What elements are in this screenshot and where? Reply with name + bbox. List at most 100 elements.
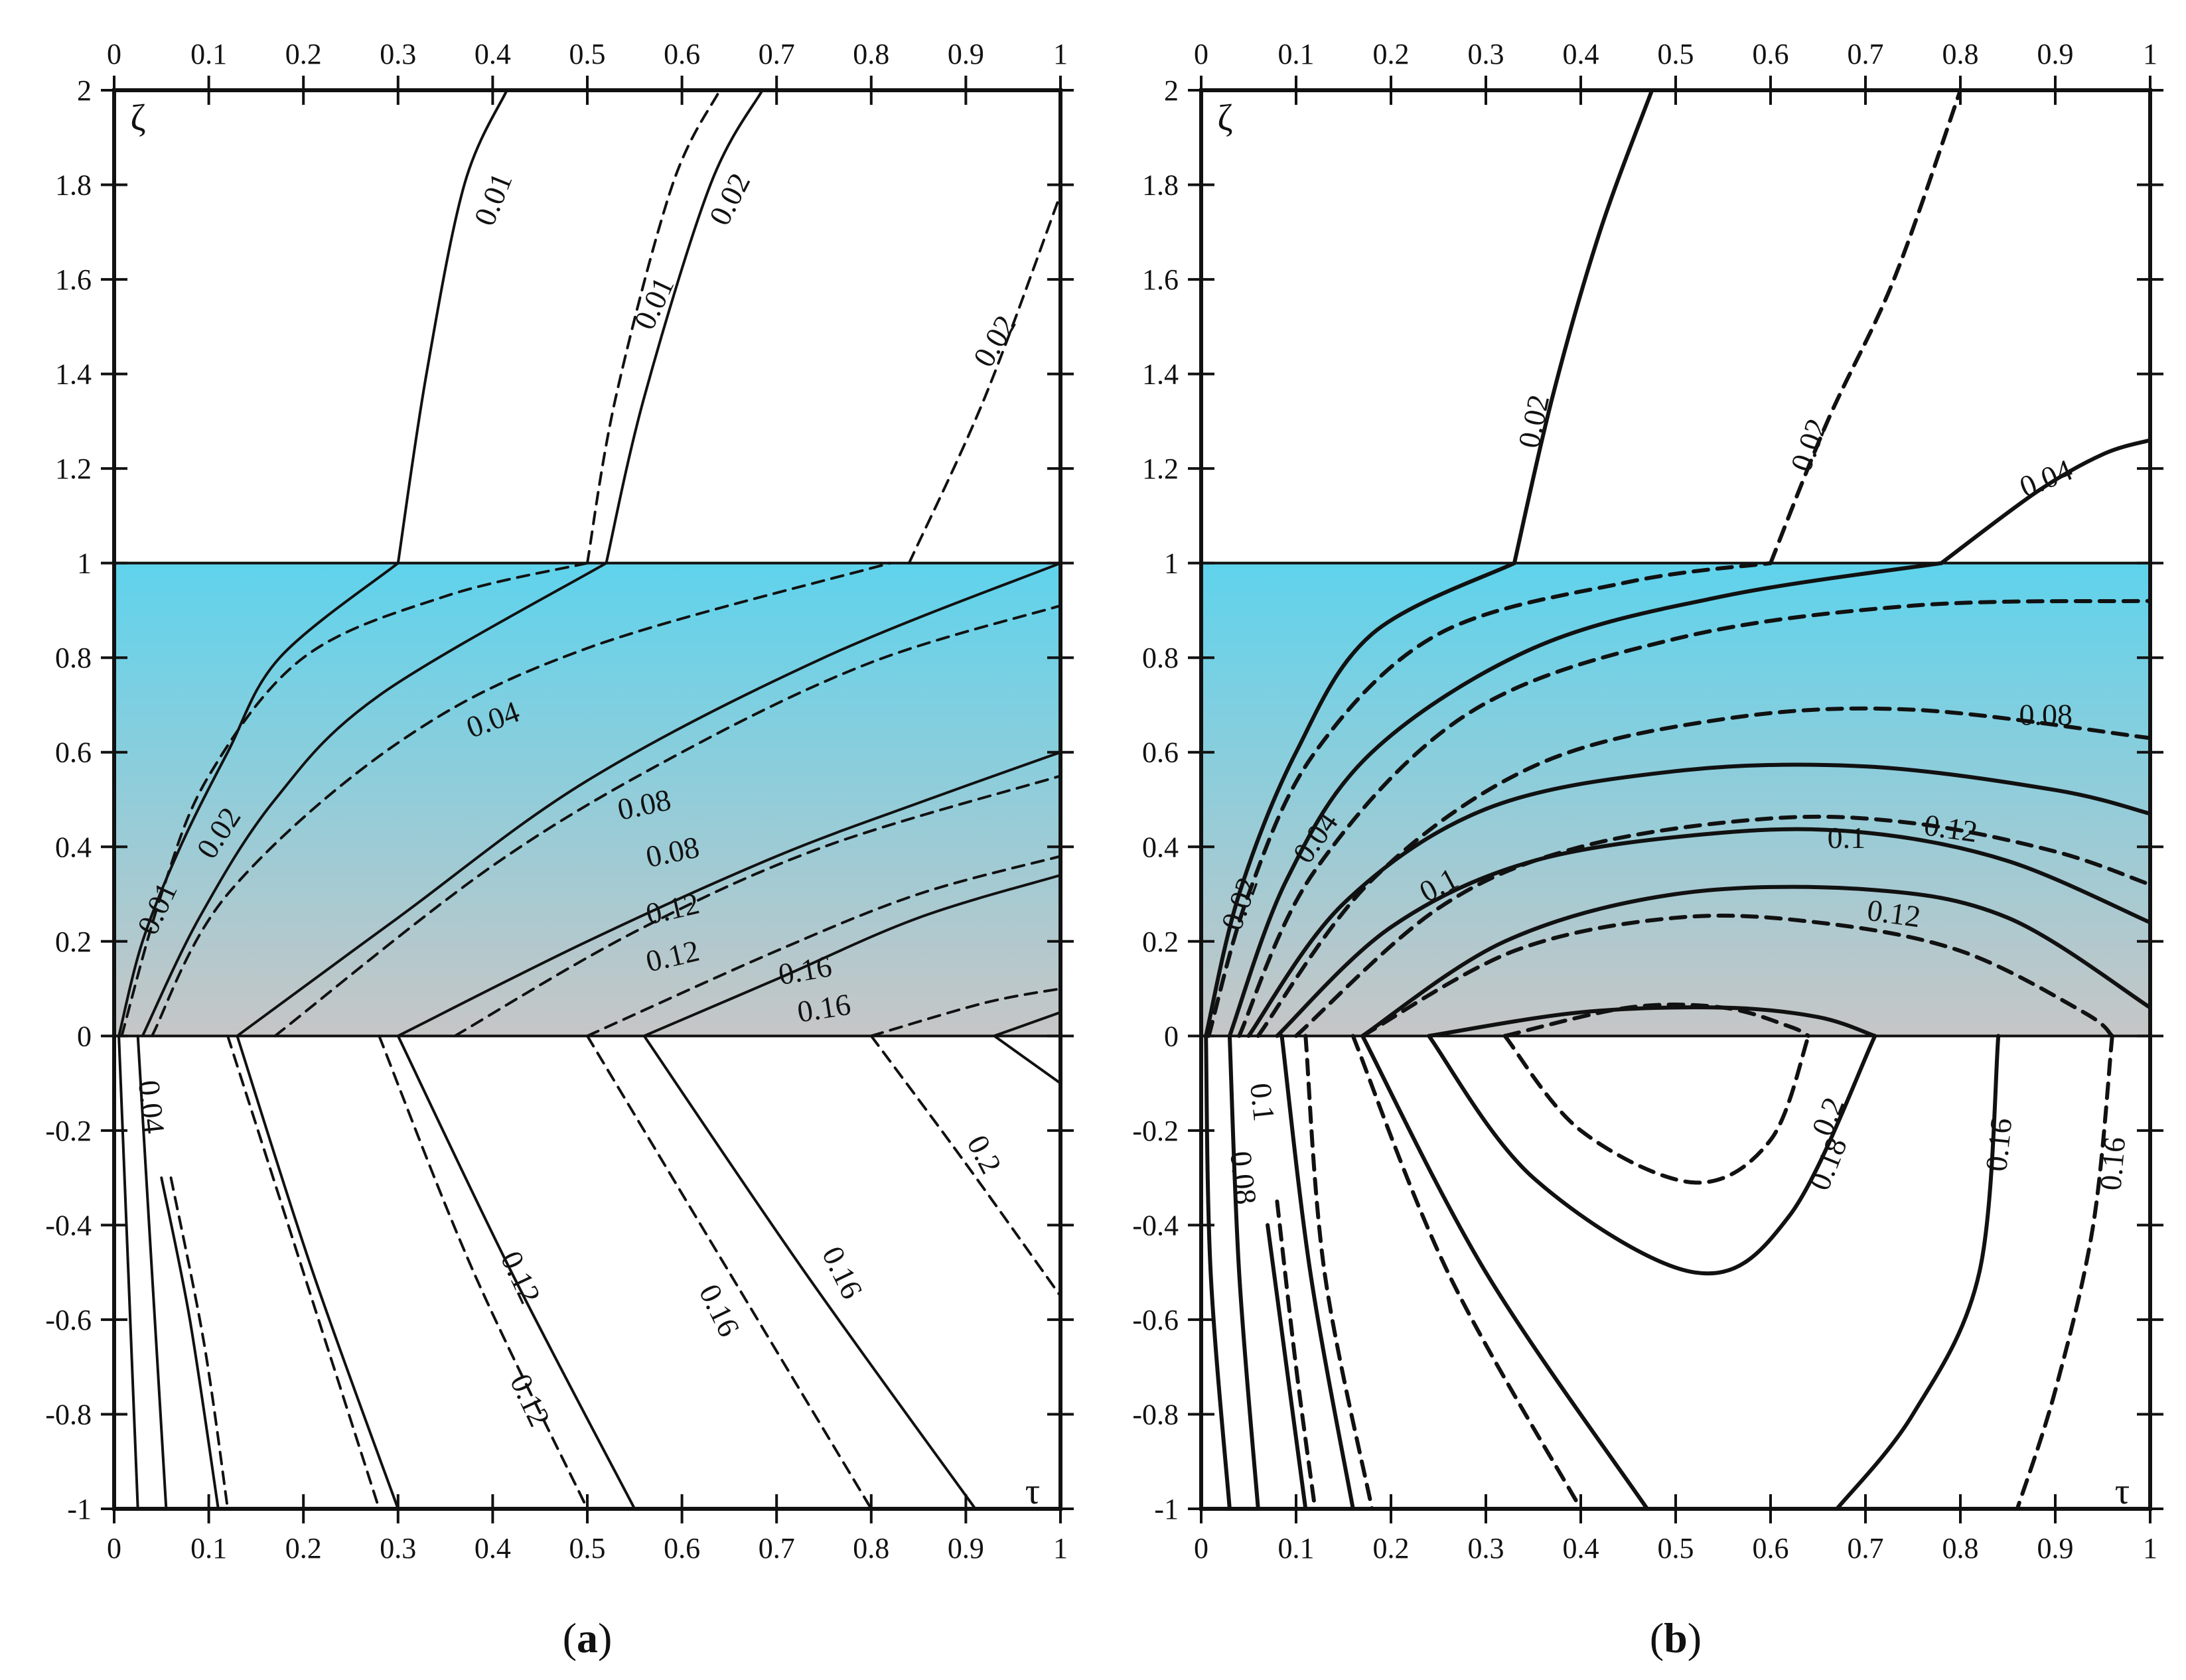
- x-tick-label-top: 0.3: [380, 38, 416, 70]
- panel-label: (b): [1650, 1614, 1702, 1661]
- x-tick-label-top: 0.2: [285, 38, 322, 70]
- contour-label: 0.16: [795, 987, 853, 1029]
- y-tick-label: 0: [1164, 1020, 1179, 1052]
- contour-label: 0.12: [1922, 807, 1980, 849]
- shaded-region: [114, 563, 1060, 1036]
- x-tick-label-bottom: 0.7: [1848, 1532, 1884, 1565]
- contour-label-group: 0.12: [494, 1246, 547, 1309]
- contour-label-group: 0.2: [960, 1129, 1008, 1179]
- x-tick-label-bottom: 0.6: [1753, 1532, 1789, 1565]
- contour-line-solid: [236, 1034, 400, 1510]
- y-tick-label: 1.8: [1142, 169, 1179, 202]
- contour-line-solid: [396, 750, 1062, 1038]
- x-tick-label-top: 1: [2143, 38, 2157, 70]
- y-tick-label: 0.6: [55, 736, 92, 769]
- contour-line-solid: [236, 561, 1062, 1038]
- contour-line-solid: [993, 1011, 1062, 1038]
- contour-label: 0.02: [1784, 414, 1834, 476]
- contour-line-solid: [1939, 438, 2152, 565]
- contour-line-dashed: [273, 604, 1062, 1038]
- contour-line-solid: [993, 1034, 1062, 1085]
- contour-label: 0.16: [2093, 1136, 2132, 1192]
- x-tick-label-bottom: 0.8: [1942, 1532, 1979, 1565]
- contour-line-dashed: [586, 1034, 873, 1510]
- contour-label-group: 0.01: [467, 168, 518, 230]
- contour-line-solid: [160, 1176, 220, 1510]
- contour-line-solid: [1512, 88, 1654, 565]
- x-tick-label-bottom: 0.4: [474, 1532, 511, 1565]
- contour-line-solid: [605, 89, 764, 565]
- contour-label-group: 0.08: [1224, 1149, 1263, 1206]
- contour-label-group: 0.08: [2019, 698, 2073, 732]
- contour-line-solid: [396, 89, 508, 565]
- contour-label-group: 0.16: [1979, 1117, 2018, 1173]
- contour-label: 0.12: [1865, 893, 1923, 934]
- contour-line-solid: [117, 561, 400, 1038]
- contour-line-dashed: [120, 561, 589, 1038]
- x-tick-label-bottom: 0.3: [380, 1532, 416, 1565]
- x-tick-label-top: 0.1: [190, 38, 227, 70]
- panel-b: 0.02 0.020.040.080.040.020.1 0.120.10.120.…: [1132, 38, 2163, 1661]
- x-tick-label-top: 0.9: [2037, 38, 2074, 70]
- contour-line-solid: [1835, 1034, 2001, 1511]
- x-tick-label-top: 0.5: [1658, 38, 1694, 70]
- x-tick-label-bottom: 0.3: [1468, 1532, 1504, 1565]
- y-tick-label: 1.6: [1142, 263, 1179, 296]
- contour-label: 0.1: [1828, 821, 1866, 855]
- y-tick-label: 1.8: [55, 169, 92, 202]
- contour-label: 0.08: [2019, 698, 2073, 732]
- x-tick-label-top: 0.6: [1753, 38, 1789, 70]
- y-tick-label: -0.2: [1132, 1115, 1179, 1147]
- y-tick-label: -1: [1154, 1493, 1179, 1525]
- contour-label-group: 0.1: [1244, 1082, 1281, 1123]
- y-tick-label: 1.2: [55, 453, 92, 485]
- x-tick-label-bottom: 0.6: [664, 1532, 700, 1565]
- contour-line-dashed: [1256, 706, 2152, 1038]
- contour-line-solid: [396, 1034, 636, 1510]
- y-axis-label: ζ: [130, 98, 145, 139]
- y-tick-label: 0.8: [55, 642, 92, 674]
- shaded-region: [1201, 563, 2150, 1036]
- x-tick-label-bottom: 0.1: [1278, 1532, 1315, 1565]
- contour-line-solid: [1204, 1034, 1232, 1511]
- contour-label-group: 0.04: [2015, 453, 2077, 504]
- x-tick-label-bottom: 0: [107, 1532, 121, 1565]
- contour-label-group: 0.12: [1865, 893, 1923, 934]
- y-tick-label: 1.4: [55, 358, 92, 391]
- contour-line-solid: [642, 874, 1062, 1038]
- contour-line-solid: [1266, 1223, 1308, 1511]
- contour-line-solid: [1427, 1034, 1877, 1276]
- contour-line-dashed: [1237, 598, 2152, 1038]
- x-tick-label-top: 0.6: [664, 38, 700, 70]
- y-tick-label: -0.8: [1132, 1398, 1179, 1431]
- y-tick-label: 0.8: [1142, 642, 1179, 674]
- y-tick-label: 1: [77, 547, 92, 580]
- x-tick-label-top: 0: [1194, 38, 1208, 70]
- contour-line-dashed: [907, 192, 1062, 565]
- contour-label: 0.08: [1224, 1149, 1263, 1206]
- contour-line-dashed: [453, 774, 1062, 1038]
- contour-line-dashed: [586, 89, 721, 565]
- contour-line-dashed: [1502, 1034, 1811, 1185]
- contour-line-dashed: [1206, 561, 1773, 1038]
- y-tick-label: -0.4: [45, 1209, 92, 1241]
- contour-line-solid: [141, 561, 608, 1038]
- contour-line-dashed: [1303, 1034, 1374, 1511]
- x-tick-label-bottom: 0: [1194, 1532, 1208, 1565]
- contour-line-solid: [1360, 884, 2152, 1038]
- x-tick-label-bottom: 0.4: [1563, 1532, 1599, 1565]
- x-tick-label-bottom: 1: [1053, 1532, 1068, 1565]
- x-tick-label-top: 0.5: [569, 38, 606, 70]
- x-tick-label-bottom: 1: [2143, 1532, 2157, 1565]
- y-tick-label: -0.4: [1132, 1209, 1179, 1241]
- x-tick-label-bottom: 0.1: [190, 1532, 227, 1565]
- y-tick-label: 1.4: [1142, 358, 1179, 391]
- contour-line-dashed: [869, 987, 1062, 1038]
- contour-line-dashed: [869, 1034, 1062, 1298]
- y-tick-label: 0: [77, 1020, 92, 1052]
- y-tick-label: 0.2: [1142, 926, 1179, 958]
- contour-label-group: 0.16: [2093, 1136, 2132, 1192]
- contour-label-group: 0.01: [627, 272, 680, 335]
- x-tick-label-top: 0.4: [474, 38, 511, 70]
